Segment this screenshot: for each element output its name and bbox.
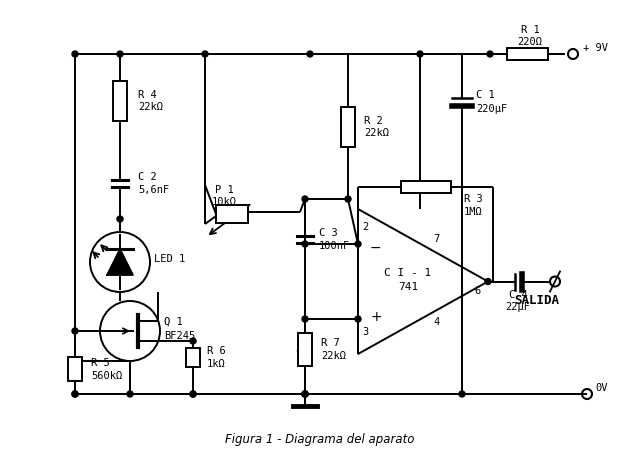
Circle shape <box>302 391 308 397</box>
Circle shape <box>417 52 423 58</box>
Bar <box>341 107 355 147</box>
Circle shape <box>307 52 313 58</box>
Text: −: − <box>370 240 381 254</box>
Text: 4: 4 <box>433 316 439 326</box>
Circle shape <box>202 52 208 58</box>
Text: 22μF: 22μF <box>506 302 531 312</box>
Bar <box>186 349 200 367</box>
Text: R 3: R 3 <box>463 193 483 203</box>
Text: 2: 2 <box>362 221 368 231</box>
Circle shape <box>345 197 351 202</box>
Circle shape <box>117 216 123 222</box>
Circle shape <box>302 316 308 322</box>
Text: R 4: R 4 <box>138 89 157 99</box>
Text: 22kΩ: 22kΩ <box>364 128 389 138</box>
Bar <box>113 81 127 121</box>
Bar <box>507 49 548 61</box>
Text: 220μF: 220μF <box>476 103 508 113</box>
Circle shape <box>302 197 308 202</box>
Text: 560kΩ: 560kΩ <box>91 370 122 380</box>
Circle shape <box>72 391 78 397</box>
Text: 0V: 0V <box>595 382 607 392</box>
Circle shape <box>302 241 308 248</box>
Text: 6: 6 <box>474 286 480 296</box>
Text: C 2: C 2 <box>138 172 157 182</box>
Text: LED 1: LED 1 <box>154 253 185 263</box>
Bar <box>216 206 248 224</box>
Text: Figura 1 - Diagrama del aparato: Figura 1 - Diagrama del aparato <box>225 433 415 446</box>
Circle shape <box>355 316 361 322</box>
Text: Q 1: Q 1 <box>164 316 183 326</box>
Text: C I - 1: C I - 1 <box>385 268 431 278</box>
Text: C 3: C 3 <box>319 227 338 238</box>
Text: R 5: R 5 <box>91 357 109 367</box>
Text: R 1: R 1 <box>520 25 540 35</box>
Text: 100nF: 100nF <box>319 240 350 250</box>
Polygon shape <box>107 249 133 276</box>
Text: 22kΩ: 22kΩ <box>321 350 346 360</box>
Bar <box>401 182 451 193</box>
Bar <box>68 357 82 381</box>
Text: R 2: R 2 <box>364 115 383 125</box>
Text: 7: 7 <box>433 234 439 244</box>
Circle shape <box>190 338 196 344</box>
Text: R 6: R 6 <box>207 346 226 356</box>
Circle shape <box>355 241 361 248</box>
Text: C 4: C 4 <box>509 289 527 299</box>
Text: BF245: BF245 <box>164 330 195 340</box>
Text: 3: 3 <box>362 326 368 336</box>
Circle shape <box>485 279 491 285</box>
Circle shape <box>72 328 78 334</box>
Circle shape <box>190 391 196 397</box>
Circle shape <box>302 391 308 397</box>
Text: 1kΩ: 1kΩ <box>207 359 226 368</box>
Circle shape <box>72 391 78 397</box>
Circle shape <box>117 52 123 58</box>
Circle shape <box>487 52 493 58</box>
Text: -: - <box>295 342 301 357</box>
Text: R 7: R 7 <box>321 337 340 347</box>
Text: 10kΩ: 10kΩ <box>211 197 237 207</box>
Text: +: + <box>370 309 381 323</box>
Text: 22kΩ: 22kΩ <box>138 102 163 112</box>
Text: P 1: P 1 <box>214 184 234 194</box>
Text: SALIDA: SALIDA <box>515 294 559 307</box>
Text: 5,6nF: 5,6nF <box>138 184 169 194</box>
Text: + 9V: + 9V <box>583 43 608 53</box>
Circle shape <box>302 391 308 397</box>
Text: C 1: C 1 <box>476 89 495 99</box>
Circle shape <box>127 391 133 397</box>
Text: 1MΩ: 1MΩ <box>463 207 483 216</box>
Circle shape <box>72 52 78 58</box>
Circle shape <box>190 391 196 397</box>
Circle shape <box>459 391 465 397</box>
Text: 220Ω: 220Ω <box>518 37 543 47</box>
Text: 741: 741 <box>398 282 418 292</box>
Bar <box>298 333 312 366</box>
Circle shape <box>302 391 308 397</box>
